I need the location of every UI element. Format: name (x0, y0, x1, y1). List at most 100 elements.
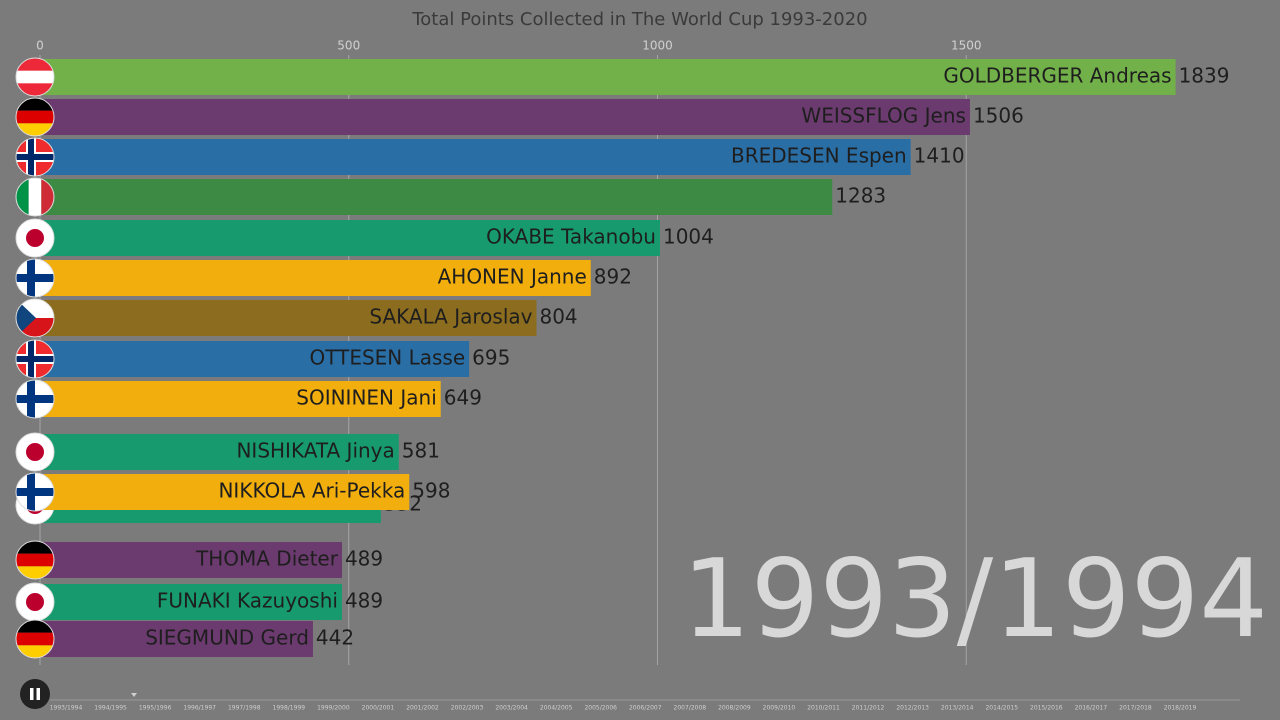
flag (16, 138, 54, 176)
timeline-cursor (131, 693, 137, 697)
timeline-label: 2005/2006 (584, 705, 617, 712)
timeline-label: 2014/2015 (985, 705, 1018, 712)
bar (40, 260, 591, 296)
bar-row: OKABE Takanobu 1004 (15, 218, 714, 258)
flag-part (16, 123, 54, 136)
bar-name: WEISSFLOG Jens (801, 104, 966, 128)
flag-part (16, 274, 54, 282)
flag-part (41, 178, 54, 216)
bar-row: OTTESEN Lasse 695 (15, 339, 510, 379)
flag-part (16, 70, 54, 84)
flag-part (16, 356, 54, 362)
flag-border (15, 97, 55, 137)
timeline-label: 2006/2007 (629, 705, 662, 712)
flag (16, 433, 54, 471)
bar-row: SAKALA Jaroslav 804 (15, 298, 578, 338)
flag-border (15, 540, 55, 580)
bar (40, 341, 470, 377)
bar-row: WEISSFLOG Jens 1506 (15, 97, 1024, 137)
period-label: 1993/1994 (682, 537, 1268, 662)
x-tick-label: 500 (337, 39, 360, 53)
flag-part (16, 620, 54, 633)
flag-part (28, 178, 42, 216)
value-label: 695 (472, 346, 510, 370)
value-label: 804 (539, 305, 577, 329)
value-label: 649 (444, 386, 482, 410)
value-label: 1410 (914, 144, 965, 168)
flag (16, 620, 54, 658)
flag (16, 473, 54, 511)
bar-row: NIKKOLA Ari-Pekka 598 (15, 472, 450, 512)
bar-name: BREDESEN Espen (731, 144, 907, 168)
value-label: 1004 (663, 225, 714, 249)
bar-row: SOININEN Jani 649 (15, 379, 482, 419)
bar (40, 542, 342, 578)
flag-part (16, 98, 54, 111)
chart-title: Total Points Collected in The World Cup … (411, 9, 867, 30)
bar-name: OKABE Takanobu (486, 225, 656, 249)
bar-row: GOLDBERGER Andreas 1839 (15, 57, 1230, 97)
bar-name: OTTESEN Lasse (310, 346, 466, 370)
flag-part (26, 229, 44, 247)
timeline-label: 2012/2013 (896, 705, 929, 712)
bar (40, 99, 970, 135)
bar-name: THOMA Dieter (195, 547, 339, 571)
timeline-label: 2008/2009 (718, 705, 751, 712)
flag (16, 98, 54, 136)
value-label: 1839 (1179, 64, 1230, 88)
bar-row: AHONEN Janne 892 (15, 258, 632, 298)
bar-name: NIKKOLA Ari-Pekka (218, 479, 405, 503)
bar (40, 139, 911, 175)
flag-part (26, 443, 44, 461)
flag (16, 340, 54, 378)
flag-border (15, 137, 55, 177)
value-label: 892 (594, 265, 632, 289)
flag-border (15, 379, 55, 419)
timeline-label: 1998/1999 (273, 705, 306, 712)
timeline-label: 2003/2004 (495, 705, 528, 712)
flag-border (15, 472, 55, 512)
flag-border (15, 218, 55, 258)
timeline: 1993/1994 1994/1995 1995/1996 1996/1997 1997… (50, 705, 1197, 712)
bar-name: GOLDBERGER Andreas (943, 64, 1171, 88)
flag-border (15, 619, 55, 659)
timeline-label: 2000/2001 (362, 705, 395, 712)
timeline-label: 2017/2018 (1119, 705, 1152, 712)
timeline-label: 2013/2014 (941, 705, 974, 712)
flag-border (15, 258, 55, 298)
bar (40, 179, 833, 215)
bar-row: SIEGMUND Gerd 442 (15, 619, 354, 659)
flag-border (15, 339, 55, 379)
flag (16, 178, 54, 216)
timeline-label: 2001/2002 (406, 705, 439, 712)
flag (16, 583, 54, 621)
pause-button[interactable] (20, 679, 50, 709)
flag (16, 58, 54, 96)
value-label: 1506 (973, 104, 1024, 128)
flag (16, 219, 54, 257)
pause-button-bg[interactable] (20, 679, 50, 709)
bar-row: FUNAKI Kazuyoshi 489 (15, 582, 383, 622)
value-label: 442 (316, 626, 354, 650)
timeline-label: 1997/1998 (228, 705, 261, 712)
flag-part (16, 566, 54, 579)
flag-part (16, 178, 29, 216)
bar-row: BREDESEN Espen 1410 (15, 137, 965, 177)
timeline-label: 2009/2010 (763, 705, 796, 712)
flag-part (16, 632, 54, 646)
x-tick-label: 0 (36, 39, 44, 53)
bar-name: AHONEN Janne (438, 265, 587, 289)
timeline-label: 2007/2008 (674, 705, 707, 712)
bar (40, 584, 342, 620)
bar-name: SIEGMUND Gerd (145, 626, 309, 650)
flag-part (16, 110, 54, 124)
timeline-label: 2004/2005 (540, 705, 573, 712)
timeline-label: 2018/2019 (1164, 705, 1197, 712)
timeline-label: 1993/1994 (50, 705, 83, 712)
flag-border (15, 177, 55, 217)
flag-part (16, 553, 54, 567)
bars: GOLDBERGER Andreas 1839 WEISSFLOG Jens 1506… (15, 57, 1230, 659)
flag-part (16, 154, 54, 160)
pause-icon (30, 688, 34, 700)
x-tick-label: 1500 (951, 39, 982, 53)
